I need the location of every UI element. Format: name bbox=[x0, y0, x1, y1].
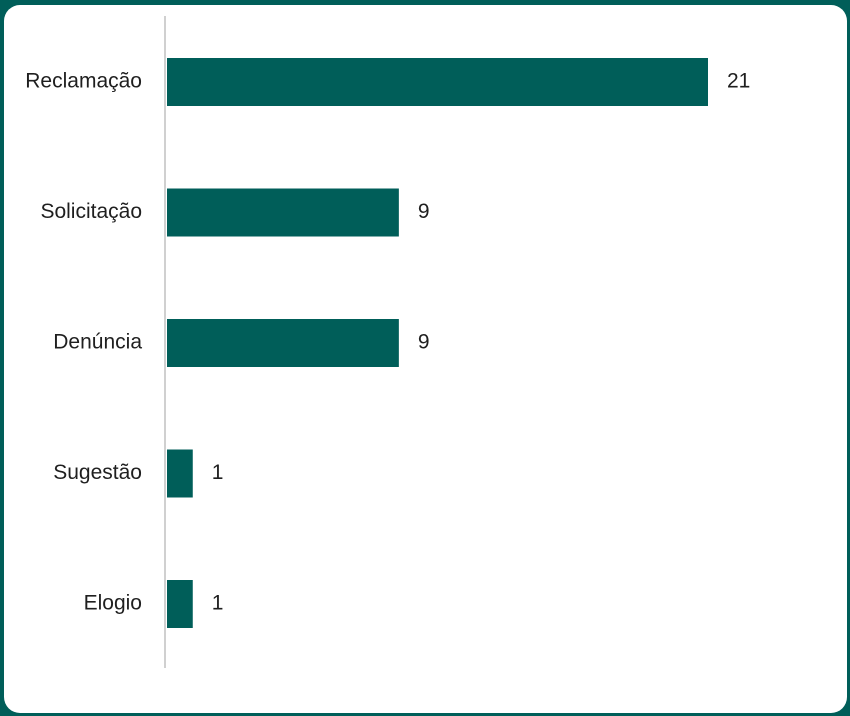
bar-0[interactable] bbox=[167, 58, 708, 106]
bar-chart: Reclamação 21 Solicitação 9 Denúncia 9 Sugestã… bbox=[25, 16, 750, 668]
bar-4[interactable] bbox=[167, 580, 193, 628]
value-label: 1 bbox=[212, 461, 224, 484]
category-label: Solicitação bbox=[40, 200, 142, 223]
value-label: 9 bbox=[418, 331, 430, 354]
bar-2[interactable] bbox=[167, 319, 399, 367]
value-label: 21 bbox=[727, 70, 750, 93]
category-label: Reclamação bbox=[25, 70, 142, 93]
value-label: 9 bbox=[418, 200, 430, 223]
chart-card: Reclamação 21 Solicitação 9 Denúncia 9 Sugestã… bbox=[4, 5, 847, 713]
category-label: Elogio bbox=[84, 592, 142, 615]
category-label: Sugestão bbox=[53, 461, 142, 484]
value-label: 1 bbox=[212, 592, 224, 615]
bar-3[interactable] bbox=[167, 449, 193, 498]
category-label: Denúncia bbox=[53, 331, 142, 354]
bar-1[interactable] bbox=[167, 188, 399, 237]
